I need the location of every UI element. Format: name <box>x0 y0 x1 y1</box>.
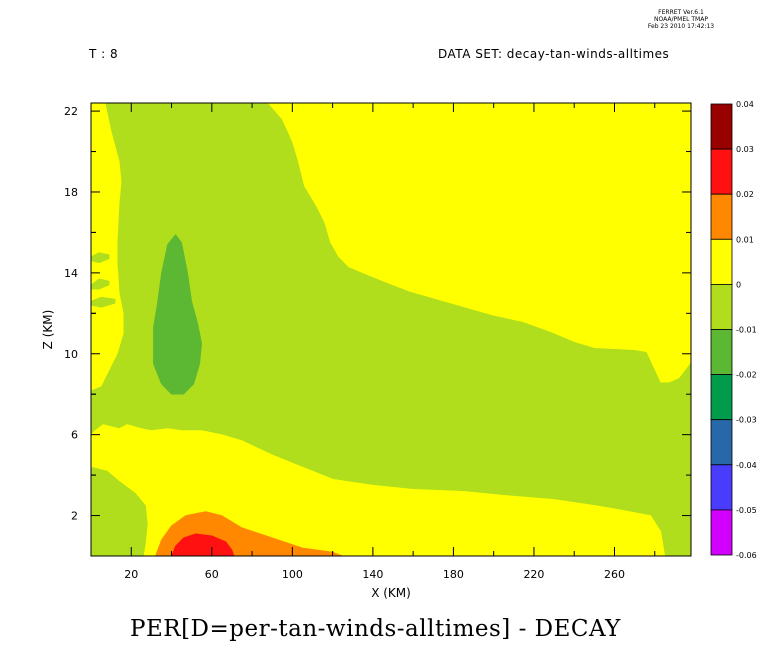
y-tick-label: 14 <box>64 267 78 280</box>
plot-title: PER[D=per-tan-winds-alltimes] - DECAY <box>130 616 621 642</box>
contour-region-low-level-maximum-7 <box>171 533 235 556</box>
contour-region-upper-right-2 <box>267 103 691 383</box>
y-tick-label: 10 <box>64 348 78 361</box>
x-tick-label: 60 <box>205 568 219 581</box>
contour-region-streak-10 <box>91 296 116 308</box>
colorbar-label: -0.06 <box>736 551 757 560</box>
x-tick-label: 260 <box>604 568 625 581</box>
colorbar-swatch <box>710 374 733 421</box>
contour-region-inner-left-patch-4 <box>91 466 148 556</box>
x-tick-label: 20 <box>124 568 138 581</box>
dataset-label: DATA SET: decay-tan-winds-alltimes <box>438 47 670 61</box>
stamp-line-org: NOAA/PMEL TMAP <box>654 16 708 23</box>
time-step-label: T : 8 <box>89 47 119 61</box>
contour-region-negative-minimum-5 <box>153 234 202 395</box>
colorbar-swatch <box>710 509 733 556</box>
colorbar-swatch <box>710 193 733 240</box>
x-tick-label: 180 <box>443 568 464 581</box>
colorbar-swatch <box>710 148 733 195</box>
colorbar: 0.04 0.03 0.02 0.01 0 -0.01 -0.02 -0.03 -0.04 -0.… <box>710 100 757 560</box>
colorbar-label: -0.01 <box>736 326 757 335</box>
colorbar-label: 0.02 <box>736 190 754 199</box>
stamp-line-date: Feb 23 2010 17:42:13 <box>647 23 715 30</box>
colorbar-swatch <box>710 419 733 466</box>
colorbar-label: 0 <box>736 280 741 289</box>
contour-regions <box>91 103 691 556</box>
y-tick-label: 18 <box>64 186 78 199</box>
contour-region-upper-right-1 <box>91 103 124 391</box>
colorbar-label: -0.04 <box>736 461 757 470</box>
x-tick-label: 100 <box>282 568 303 581</box>
colorbar-swatch <box>710 283 733 330</box>
colorbar-swatch <box>710 238 733 285</box>
colorbar-label: -0.03 <box>736 416 757 425</box>
colorbar-label: 0.04 <box>736 100 754 109</box>
colorbar-swatch <box>710 464 733 511</box>
colorbar-swatch <box>710 329 733 375</box>
axes: 20 60 100 140 180 220 260 2 6 10 14 18 22 X (KM) Z (KM… <box>41 102 692 600</box>
x-tick-label: 140 <box>362 568 383 581</box>
plot-frame <box>90 102 692 557</box>
y-tick-label: 2 <box>71 510 78 523</box>
colorbar-label: 0.03 <box>736 145 754 154</box>
y-tick-label: 6 <box>71 429 78 442</box>
stamp-line-version: FERRET Ver.6.1 <box>658 9 704 16</box>
y-tick-label: 22 <box>64 105 78 118</box>
ferret-stamp: FERRET Ver.6.1 NOAA/PMEL TMAP Feb 23 201… <box>640 9 722 30</box>
contour-region-streak-9 <box>91 278 110 290</box>
y-axis-label: Z (KM) <box>41 310 55 350</box>
x-tick-label: 220 <box>523 568 544 581</box>
colorbar-label: 0.01 <box>736 235 754 244</box>
x-axis-label: X (KM) <box>371 586 411 600</box>
contour-region-streak-8 <box>91 252 110 264</box>
colorbar-swatch <box>710 103 733 150</box>
colorbar-label: -0.02 <box>736 371 757 380</box>
colorbar-label: -0.05 <box>736 506 757 515</box>
